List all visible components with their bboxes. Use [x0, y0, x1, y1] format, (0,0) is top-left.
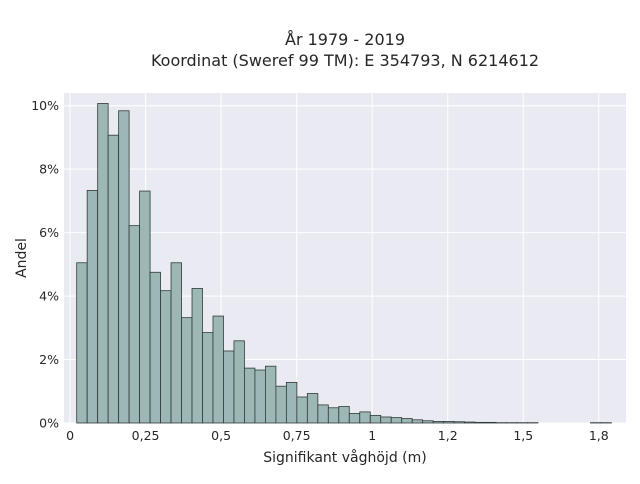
histogram-bar	[129, 226, 139, 423]
histogram-bar	[328, 408, 338, 423]
y-tick-label: 2%	[39, 352, 59, 367]
histogram-bar	[223, 351, 233, 423]
histogram-bar	[433, 421, 443, 423]
histogram-bar	[234, 341, 244, 423]
histogram-bar	[318, 405, 328, 423]
histogram-bar	[108, 135, 118, 423]
histogram-bar	[391, 418, 401, 423]
histogram-bar	[140, 191, 150, 423]
histogram-bar	[192, 288, 202, 423]
y-tick-label: 0%	[39, 416, 59, 431]
y-axis-ticks: 0% 2% 4% 6% 8% 10%	[31, 98, 59, 430]
histogram-bar	[213, 316, 223, 423]
histogram-bar	[77, 263, 87, 423]
x-axis-ticks: 0 0,25 0,5 0,75 1 1,2 1,5 1,8	[66, 428, 609, 443]
chart-title-line-2: Koordinat (Sweref 99 TM): E 354793, N 62…	[151, 51, 539, 70]
histogram-bar	[454, 422, 464, 423]
histogram-bar	[444, 421, 454, 423]
x-tick-label: 0,5	[211, 428, 231, 443]
histogram-bar	[265, 366, 275, 423]
histogram-bar	[286, 382, 296, 423]
histogram-bar	[307, 393, 317, 423]
x-tick-label: 0,75	[283, 428, 311, 443]
x-tick-label: 1	[368, 428, 376, 443]
histogram-bar	[182, 318, 192, 423]
histogram-bar	[255, 370, 265, 423]
histogram-bar	[87, 190, 97, 423]
y-tick-label: 10%	[31, 98, 59, 113]
histogram-bar	[475, 422, 485, 423]
histogram-bar	[119, 111, 129, 423]
histogram-bar	[339, 407, 349, 424]
histogram-bar	[276, 386, 286, 423]
histogram-bar	[98, 103, 108, 423]
histogram-bar	[423, 421, 433, 423]
histogram-bar	[412, 420, 422, 423]
chart-title-line-1: År 1979 - 2019	[285, 30, 405, 49]
x-tick-label: 0	[66, 428, 74, 443]
histogram-bar	[161, 291, 171, 423]
histogram-bar	[381, 417, 391, 423]
y-axis-label: Andel	[14, 238, 30, 278]
histogram-bar	[244, 368, 254, 423]
histogram-bar	[370, 415, 380, 423]
histogram-bar	[203, 333, 213, 423]
y-tick-label: 4%	[39, 289, 59, 304]
y-tick-label: 6%	[39, 225, 59, 240]
histogram-bar	[171, 263, 181, 423]
histogram-bar	[486, 422, 496, 423]
histogram-bar	[402, 419, 412, 423]
histogram-bar	[349, 413, 359, 423]
histogram-bar	[297, 397, 307, 423]
histogram-bar	[465, 422, 475, 423]
histogram-bar	[360, 412, 370, 423]
x-tick-label: 1,8	[589, 428, 609, 443]
x-tick-label: 1,2	[438, 428, 458, 443]
x-tick-label: 0,25	[132, 428, 160, 443]
x-axis-label: Signifikant våghöjd (m)	[263, 449, 426, 466]
y-tick-label: 8%	[39, 162, 59, 177]
x-tick-label: 1,5	[513, 428, 533, 443]
histogram-bar	[150, 272, 160, 423]
